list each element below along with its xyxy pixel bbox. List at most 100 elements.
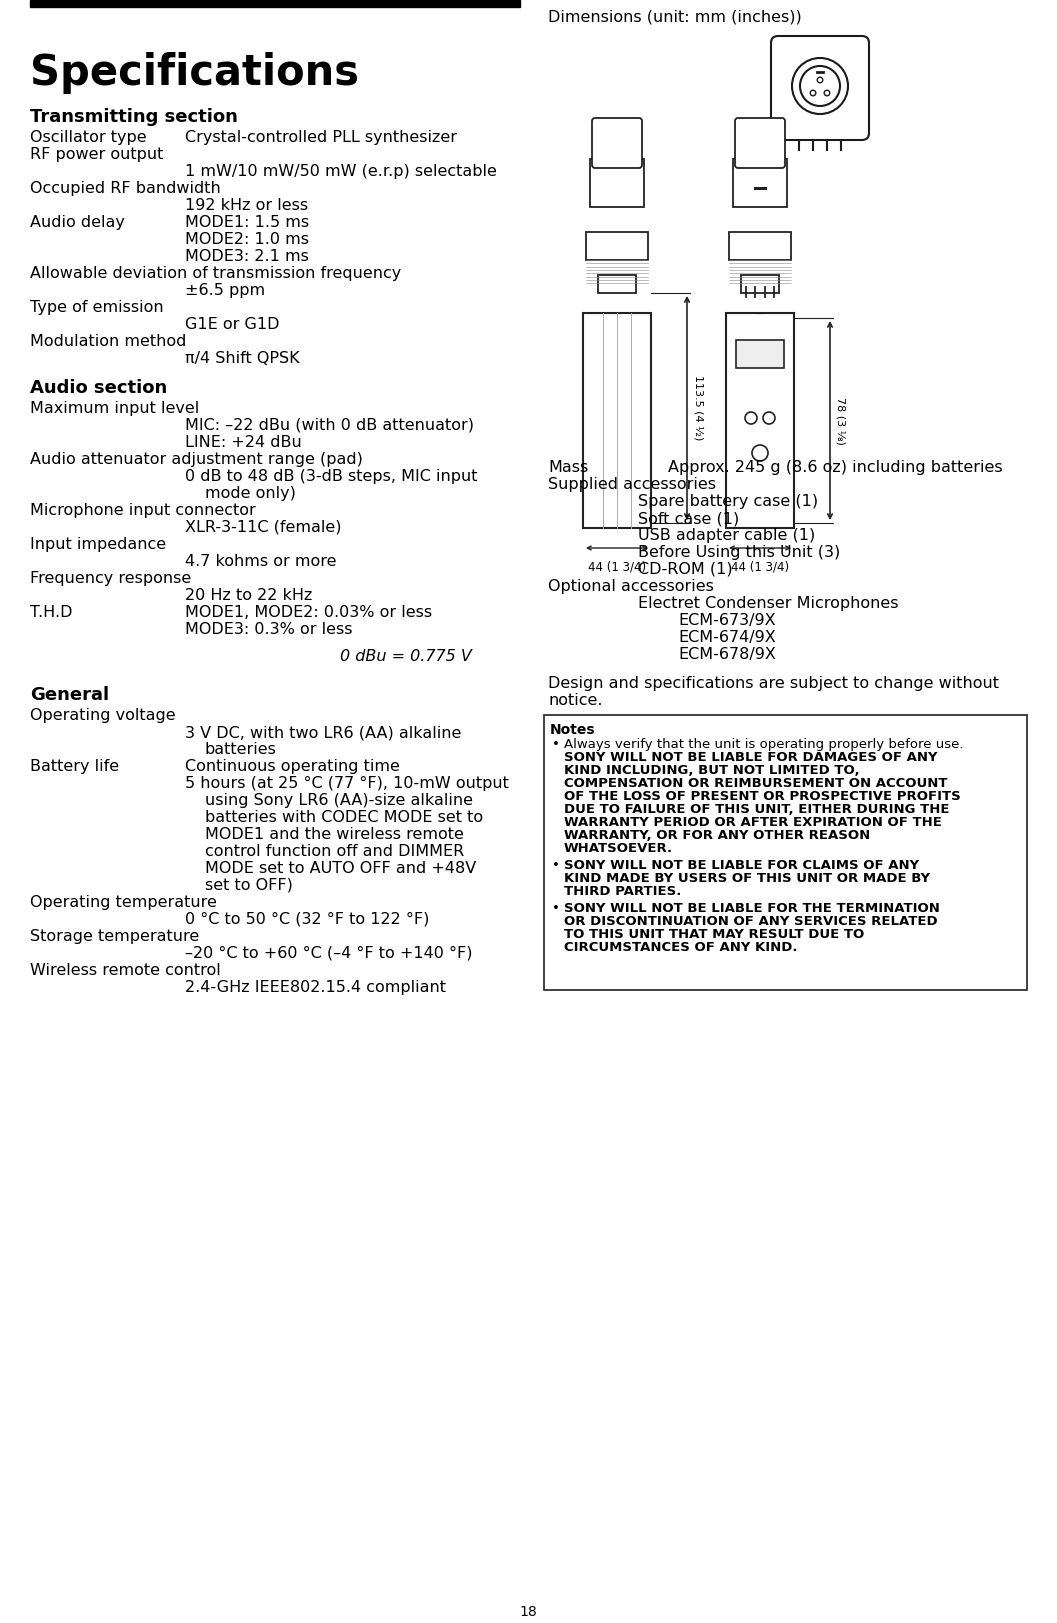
- Text: Storage temperature: Storage temperature: [30, 928, 200, 945]
- Text: Input impedance: Input impedance: [30, 537, 166, 552]
- Text: 192 kHz or less: 192 kHz or less: [185, 198, 309, 213]
- Text: G1E or G1D: G1E or G1D: [185, 316, 279, 333]
- Text: MODE set to AUTO OFF and +48V: MODE set to AUTO OFF and +48V: [205, 860, 477, 876]
- Text: MODE1 and the wireless remote: MODE1 and the wireless remote: [205, 828, 464, 842]
- Text: KIND MADE BY USERS OF THIS UNIT OR MADE BY: KIND MADE BY USERS OF THIS UNIT OR MADE …: [564, 872, 930, 885]
- Text: Crystal-controlled PLL synthesizer: Crystal-controlled PLL synthesizer: [185, 130, 457, 144]
- Text: MODE1: 1.5 ms: MODE1: 1.5 ms: [185, 214, 309, 230]
- Text: •: •: [552, 859, 560, 872]
- Text: RF power output: RF power output: [30, 148, 164, 162]
- Text: DUE TO FAILURE OF THIS UNIT, EITHER DURING THE: DUE TO FAILURE OF THIS UNIT, EITHER DURI…: [564, 803, 949, 816]
- Text: SONY WILL NOT BE LIABLE FOR CLAIMS OF ANY: SONY WILL NOT BE LIABLE FOR CLAIMS OF AN…: [564, 859, 920, 872]
- Text: 2.4-GHz IEEE802.15.4 compliant: 2.4-GHz IEEE802.15.4 compliant: [185, 980, 446, 995]
- Text: Microphone input connector: Microphone input connector: [30, 503, 256, 518]
- Text: ECM-673/9X: ECM-673/9X: [678, 613, 776, 628]
- FancyBboxPatch shape: [771, 36, 869, 140]
- Text: MIC: –22 dBu (with 0 dB attenuator): MIC: –22 dBu (with 0 dB attenuator): [185, 419, 474, 433]
- Text: OR DISCONTINUATION OF ANY SERVICES RELATED: OR DISCONTINUATION OF ANY SERVICES RELAT…: [564, 915, 938, 928]
- Text: USB adapter cable (1): USB adapter cable (1): [638, 527, 815, 544]
- Text: Before Using this Unit (3): Before Using this Unit (3): [638, 545, 840, 560]
- Text: Battery life: Battery life: [30, 760, 119, 774]
- Text: Dimensions (unit: mm (inches)): Dimensions (unit: mm (inches)): [548, 10, 802, 24]
- Bar: [733, 159, 787, 208]
- Text: T.H.D: T.H.D: [30, 605, 73, 620]
- Bar: [598, 274, 636, 294]
- Text: Maximum input level: Maximum input level: [30, 401, 200, 415]
- Text: 3 V DC, with two LR6 (AA) alkaline: 3 V DC, with two LR6 (AA) alkaline: [185, 725, 461, 740]
- Text: Supplied accessories: Supplied accessories: [548, 477, 716, 492]
- Text: Design and specifications are subject to change without: Design and specifications are subject to…: [548, 677, 999, 691]
- Text: 5 hours (at 25 °C (77 °F), 10-mW output: 5 hours (at 25 °C (77 °F), 10-mW output: [185, 776, 508, 790]
- Text: MODE2: 1.0 ms: MODE2: 1.0 ms: [185, 232, 309, 247]
- Text: •: •: [552, 738, 560, 751]
- Circle shape: [817, 78, 822, 83]
- Text: Frequency response: Frequency response: [30, 571, 191, 586]
- Text: KIND INCLUDING, BUT NOT LIMITED TO,: KIND INCLUDING, BUT NOT LIMITED TO,: [564, 764, 859, 777]
- Text: SONY WILL NOT BE LIABLE FOR THE TERMINATION: SONY WILL NOT BE LIABLE FOR THE TERMINAT…: [564, 902, 940, 915]
- Text: 113.5 (4 ½): 113.5 (4 ½): [693, 375, 703, 441]
- Text: Allowable deviation of transmission frequency: Allowable deviation of transmission freq…: [30, 266, 402, 281]
- Bar: [729, 232, 791, 260]
- Bar: [741, 274, 779, 294]
- Text: Type of emission: Type of emission: [30, 300, 164, 315]
- Text: MODE1, MODE2: 0.03% or less: MODE1, MODE2: 0.03% or less: [185, 605, 432, 620]
- Text: mode only): mode only): [205, 485, 296, 502]
- Text: ±6.5 ppm: ±6.5 ppm: [185, 282, 265, 299]
- Text: WARRANTY PERIOD OR AFTER EXPIRATION OF THE: WARRANTY PERIOD OR AFTER EXPIRATION OF T…: [564, 816, 942, 829]
- Text: CD-ROM (1): CD-ROM (1): [638, 562, 733, 578]
- FancyBboxPatch shape: [735, 118, 785, 169]
- Text: –20 °C to +60 °C (–4 °F to +140 °F): –20 °C to +60 °C (–4 °F to +140 °F): [185, 946, 472, 961]
- Text: ECM-678/9X: ECM-678/9X: [678, 648, 776, 662]
- Text: XLR-3-11C (female): XLR-3-11C (female): [185, 519, 341, 536]
- Text: Spare battery case (1): Spare battery case (1): [638, 493, 818, 510]
- Text: batteries with CODEC MODE set to: batteries with CODEC MODE set to: [205, 810, 483, 824]
- Text: 0 dB to 48 dB (3-dB steps, MIC input: 0 dB to 48 dB (3-dB steps, MIC input: [185, 469, 478, 484]
- Text: LINE: +24 dBu: LINE: +24 dBu: [185, 435, 301, 450]
- Circle shape: [824, 91, 830, 96]
- Text: Operating voltage: Operating voltage: [30, 708, 175, 722]
- Text: using Sony LR6 (AA)-size alkaline: using Sony LR6 (AA)-size alkaline: [205, 794, 472, 808]
- Text: Transmitting section: Transmitting section: [30, 109, 238, 127]
- Text: •: •: [552, 902, 560, 915]
- Text: Oscillator type: Oscillator type: [30, 130, 147, 144]
- Text: 1 mW/10 mW/50 mW (e.r.p) selectable: 1 mW/10 mW/50 mW (e.r.p) selectable: [185, 164, 497, 179]
- Text: MODE3: 2.1 ms: MODE3: 2.1 ms: [185, 248, 309, 265]
- Text: Specifications: Specifications: [30, 52, 359, 94]
- Text: WHATSOEVER.: WHATSOEVER.: [564, 842, 673, 855]
- Text: Occupied RF bandwidth: Occupied RF bandwidth: [30, 182, 221, 196]
- Circle shape: [811, 91, 816, 96]
- Text: 78 (3 ⅛): 78 (3 ⅛): [836, 396, 846, 445]
- Text: THIRD PARTIES.: THIRD PARTIES.: [564, 885, 682, 898]
- Text: ECM-674/9X: ECM-674/9X: [678, 630, 776, 644]
- Text: 44 (1 3/4): 44 (1 3/4): [731, 560, 790, 573]
- Text: General: General: [30, 687, 109, 704]
- Text: CIRCUMSTANCES OF ANY KIND.: CIRCUMSTANCES OF ANY KIND.: [564, 941, 797, 954]
- Text: π/4 Shift QPSK: π/4 Shift QPSK: [185, 351, 299, 367]
- Text: Audio section: Audio section: [30, 380, 167, 398]
- Text: Modulation method: Modulation method: [30, 334, 186, 349]
- Text: 0 dBu = 0.775 V: 0 dBu = 0.775 V: [340, 649, 471, 664]
- Text: control function off and DIMMER: control function off and DIMMER: [205, 844, 464, 859]
- Text: COMPENSATION OR REIMBURSEMENT ON ACCOUNT: COMPENSATION OR REIMBURSEMENT ON ACCOUNT: [564, 777, 947, 790]
- Text: TO THIS UNIT THAT MAY RESULT DUE TO: TO THIS UNIT THAT MAY RESULT DUE TO: [564, 928, 865, 941]
- Bar: [726, 313, 794, 527]
- Text: WARRANTY, OR FOR ANY OTHER REASON: WARRANTY, OR FOR ANY OTHER REASON: [564, 829, 870, 842]
- Text: Audio attenuator adjustment range (pad): Audio attenuator adjustment range (pad): [30, 451, 363, 467]
- Bar: [586, 232, 648, 260]
- Text: set to OFF): set to OFF): [205, 878, 293, 893]
- FancyBboxPatch shape: [592, 118, 642, 169]
- Text: Electret Condenser Microphones: Electret Condenser Microphones: [638, 596, 898, 610]
- Bar: [736, 339, 784, 368]
- Text: OF THE LOSS OF PRESENT OR PROSPECTIVE PROFITS: OF THE LOSS OF PRESENT OR PROSPECTIVE PR…: [564, 790, 961, 803]
- Text: Soft case (1): Soft case (1): [638, 511, 739, 526]
- Text: Mass: Mass: [548, 459, 589, 476]
- Bar: [583, 313, 651, 527]
- Text: Optional accessories: Optional accessories: [548, 579, 713, 594]
- Bar: [590, 159, 644, 208]
- Text: batteries: batteries: [205, 742, 277, 756]
- Text: Operating temperature: Operating temperature: [30, 894, 217, 911]
- Bar: [30, 0, 520, 6]
- Text: SONY WILL NOT BE LIABLE FOR DAMAGES OF ANY: SONY WILL NOT BE LIABLE FOR DAMAGES OF A…: [564, 751, 938, 764]
- Text: notice.: notice.: [548, 693, 602, 708]
- Text: Wireless remote control: Wireless remote control: [30, 962, 221, 979]
